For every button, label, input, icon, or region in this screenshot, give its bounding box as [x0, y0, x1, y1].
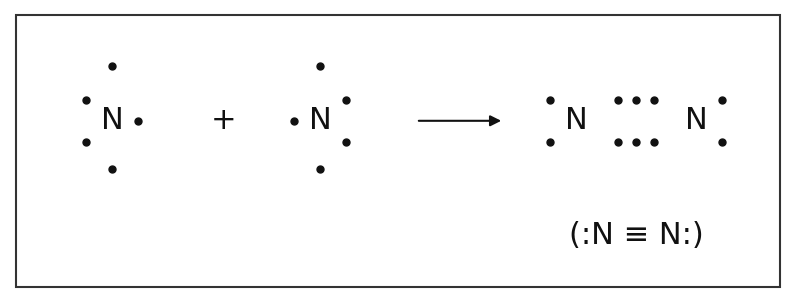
- Text: N: N: [565, 106, 587, 135]
- Text: N: N: [685, 106, 707, 135]
- Text: N: N: [309, 106, 331, 135]
- Text: +: +: [211, 106, 237, 135]
- Text: (:N ≡ N:): (:N ≡ N:): [569, 221, 703, 250]
- Text: N: N: [101, 106, 123, 135]
